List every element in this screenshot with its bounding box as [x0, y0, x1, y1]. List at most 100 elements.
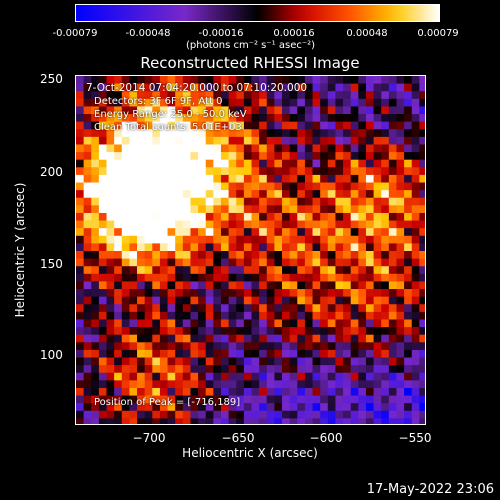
heatmap-cell: [312, 129, 321, 138]
heatmap-cell: [76, 289, 85, 298]
heatmap-cell: [129, 220, 138, 229]
heatmap-cell: [152, 387, 161, 397]
heatmap-cell: [167, 152, 176, 161]
heatmap-cell: [259, 136, 268, 146]
heatmap-cell: [396, 159, 405, 168]
heatmap-cell: [297, 380, 306, 389]
heatmap-cell: [358, 334, 367, 343]
heatmap-cell: [228, 304, 237, 313]
heatmap-cell: [144, 296, 153, 305]
heatmap-cell: [76, 395, 85, 404]
heatmap-cell: [182, 387, 192, 397]
heatmap-cell: [144, 357, 153, 366]
heatmap-cell: [198, 342, 207, 351]
heatmap-cell: [396, 327, 405, 336]
heatmap-cell: [182, 129, 192, 138]
heatmap-cell: [251, 121, 260, 130]
heatmap-cell: [243, 106, 253, 115]
heatmap-cell: [266, 83, 275, 92]
heatmap-cell: [251, 91, 260, 100]
heatmap-cell: [365, 418, 375, 424]
heatmap-cell: [83, 418, 92, 424]
heatmap-cell: [304, 251, 314, 260]
heatmap-cell: [358, 273, 367, 283]
heatmap-cell: [282, 258, 291, 267]
heatmap-cell: [213, 342, 222, 351]
heatmap-cell: [76, 281, 85, 290]
heatmap-cell: [144, 327, 153, 336]
heatmap-cell: [198, 258, 207, 267]
heatmap-cell: [282, 121, 291, 130]
heatmap-cell: [98, 319, 108, 328]
heatmap-cell: [327, 266, 337, 275]
heatmap-cell: [144, 76, 153, 85]
heatmap-cell: [228, 243, 237, 252]
heatmap-cell: [274, 152, 283, 161]
heatmap-cell: [274, 167, 283, 176]
heatmap-cell: [381, 136, 390, 146]
heatmap-cell: [220, 91, 230, 100]
heatmap-cell: [304, 380, 314, 389]
heatmap-cell: [121, 182, 131, 191]
heatmap-cell: [297, 182, 306, 191]
heatmap-cell: [404, 174, 413, 184]
heatmap-cell: [159, 357, 169, 366]
heatmap-cell: [114, 410, 123, 419]
heatmap-cell: [228, 167, 237, 176]
heatmap-cell: [175, 106, 184, 115]
heatmap-cell: [205, 220, 214, 229]
heatmap-cell: [289, 296, 298, 305]
heatmap-cell: [190, 152, 199, 161]
heatmap-cell: [182, 144, 192, 153]
heatmap-cell: [243, 159, 253, 168]
heatmap-cell: [297, 114, 306, 123]
heatmap-cell: [243, 197, 253, 206]
heatmap-cell: [205, 114, 214, 123]
heatmap-cell: [350, 152, 359, 161]
heatmap-cell: [167, 235, 176, 244]
heatmap-cell: [289, 182, 298, 191]
heatmap-cell: [159, 319, 169, 328]
heatmap-cell: [304, 349, 314, 359]
heatmap-cell: [411, 136, 420, 146]
heatmap-cell: [358, 182, 367, 191]
heatmap-cell: [91, 258, 100, 267]
heatmap-cell: [404, 212, 413, 222]
heatmap-cell: [175, 136, 184, 146]
heatmap-cell: [381, 387, 390, 397]
heatmap-cell: [190, 228, 199, 237]
heatmap-cell: [243, 167, 253, 176]
heatmap-cell: [404, 334, 413, 343]
heatmap-cell: [343, 258, 352, 267]
heatmap-cell: [137, 357, 146, 366]
heatmap-cell: [327, 251, 337, 260]
heatmap-cell: [213, 98, 222, 108]
heatmap-cell: [114, 83, 123, 92]
heatmap-cell: [152, 273, 161, 283]
heatmap-cell: [228, 83, 237, 92]
heatmap-cell: [98, 349, 108, 359]
heatmap-cell: [320, 182, 329, 191]
heatmap-cell: [259, 258, 268, 267]
heatmap-cell: [175, 205, 184, 214]
heatmap-cell: [190, 251, 199, 260]
heatmap-cell: [396, 281, 405, 290]
heatmap-cell: [335, 91, 344, 100]
heatmap-cell: [259, 228, 268, 237]
heatmap-cell: [274, 121, 283, 130]
heatmap-cell: [419, 144, 425, 153]
heatmap-cell: [106, 197, 115, 206]
heatmap-cell: [404, 342, 413, 351]
heatmap-cell: [388, 403, 398, 412]
heatmap-cell: [91, 334, 100, 343]
heatmap-cell: [198, 129, 207, 138]
heatmap-cell: [365, 91, 375, 100]
heatmap-cell: [129, 403, 138, 412]
heatmap-cell: [175, 197, 184, 206]
heatmap-cell: [129, 319, 138, 328]
heatmap-cell: [121, 281, 131, 290]
heatmap-cell: [83, 106, 92, 115]
heatmap-cell: [175, 387, 184, 397]
heatmap-cell: [91, 281, 100, 290]
heatmap-cell: [159, 129, 169, 138]
